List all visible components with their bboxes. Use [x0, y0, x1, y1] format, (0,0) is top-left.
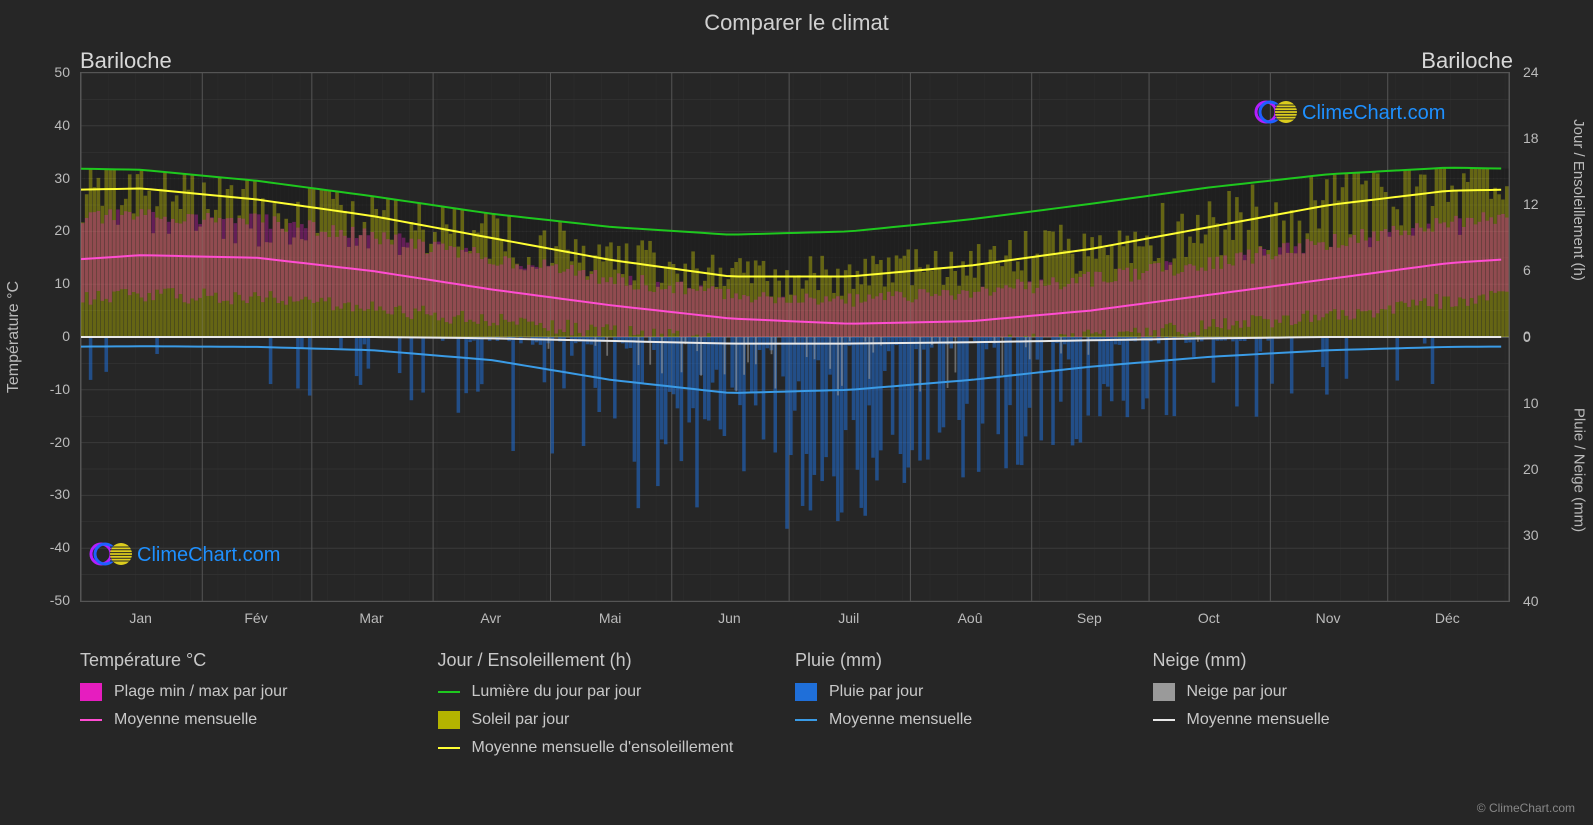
legend-swatch-box [438, 711, 460, 729]
y-tick-left: -50 [50, 592, 70, 608]
legend-item: Lumière du jour par jour [438, 683, 776, 701]
location-label-left: Bariloche [80, 48, 172, 74]
y-tick-right-top: 18 [1523, 130, 1539, 146]
legend-items: Neige par jour Moyenne mensuelle [1153, 683, 1491, 729]
legend-swatch-line [438, 691, 460, 693]
legend-item: Moyenne mensuelle [1153, 711, 1491, 729]
legend-label: Soleil par jour [472, 711, 570, 729]
x-tick-month: Jun [718, 610, 741, 626]
x-tick-month: Oct [1198, 610, 1220, 626]
y-tick-left: 10 [54, 275, 70, 291]
legend-item: Pluie par jour [795, 683, 1133, 701]
x-tick-month: Mar [359, 610, 383, 626]
legend-swatch-box [80, 683, 102, 701]
y-tick-right-top: 6 [1523, 262, 1531, 278]
legend-label: Moyenne mensuelle [1187, 711, 1330, 729]
x-tick-month: Jan [129, 610, 152, 626]
legend-item: Moyenne mensuelle [80, 711, 418, 729]
legend-col-snow: Neige (mm) Neige par jour Moyenne mensuel… [1153, 650, 1511, 767]
legend-label: Moyenne mensuelle d'ensoleillement [472, 739, 734, 757]
location-label-right: Bariloche [1421, 48, 1513, 74]
y-axis-left: 50403020100-10-20-30-40-50 [0, 72, 78, 602]
credit-text: © ClimeChart.com [1477, 801, 1575, 815]
legend-swatch-box [1153, 683, 1175, 701]
y-tick-right-bot: 0 [1523, 329, 1531, 345]
y-tick-right-bot: 40 [1523, 593, 1539, 609]
legend-col-rain: Pluie (mm) Pluie par jour Moyenne mensuel… [795, 650, 1153, 767]
legend-items: Plage min / max par jour Moyenne mensuell… [80, 683, 418, 729]
x-tick-month: Déc [1435, 610, 1460, 626]
legend-label: Pluie par jour [829, 683, 923, 701]
legend-title: Jour / Ensoleillement (h) [438, 650, 776, 671]
y-tick-left: 30 [54, 170, 70, 186]
y-tick-right-bot: 10 [1523, 395, 1539, 411]
y-tick-left: -20 [50, 434, 70, 450]
legend-swatch-line [795, 719, 817, 721]
svg-text:ClimeChart.com: ClimeChart.com [1302, 102, 1445, 124]
x-axis: Jan Fév Mar Avr Mai Jun Juil Aoû Sep Oct Nov Déc [80, 602, 1510, 632]
y-tick-left: -10 [50, 381, 70, 397]
svg-text:ClimeChart.com: ClimeChart.com [137, 544, 280, 566]
chart-container: Comparer le climat Bariloche Bariloche T… [0, 0, 1593, 825]
legend-col-daylight: Jour / Ensoleillement (h) Lumière du jou… [438, 650, 796, 767]
x-tick-month: Aoû [958, 610, 983, 626]
y-tick-left: -30 [50, 486, 70, 502]
y-tick-left: 20 [54, 222, 70, 238]
plot-area: ClimeChart.com ClimeChart.com [80, 72, 1510, 602]
y-tick-right-top: 24 [1523, 64, 1539, 80]
legend-col-temperature: Température °C Plage min / max par jour M… [80, 650, 438, 767]
y-tick-right-bot: 30 [1523, 527, 1539, 543]
legend-title: Neige (mm) [1153, 650, 1491, 671]
y-tick-left: 40 [54, 117, 70, 133]
legend-label: Neige par jour [1187, 683, 1288, 701]
legend: Température °C Plage min / max par jour M… [80, 650, 1510, 767]
legend-items: Pluie par jour Moyenne mensuelle [795, 683, 1133, 729]
x-tick-month: Juil [838, 610, 859, 626]
x-tick-month: Avr [480, 610, 501, 626]
y-tick-left: -40 [50, 539, 70, 555]
legend-label: Moyenne mensuelle [829, 711, 972, 729]
legend-label: Lumière du jour par jour [472, 683, 642, 701]
y-axis-right-top: 24181260 [1515, 72, 1593, 337]
y-tick-left: 0 [62, 328, 70, 344]
legend-title: Pluie (mm) [795, 650, 1133, 671]
legend-label: Moyenne mensuelle [114, 711, 257, 729]
legend-swatch-line [1153, 719, 1175, 721]
legend-item: Moyenne mensuelle d'ensoleillement [438, 739, 776, 757]
y-tick-right-bot: 20 [1523, 461, 1539, 477]
legend-item: Neige par jour [1153, 683, 1491, 701]
legend-item: Moyenne mensuelle [795, 711, 1133, 729]
x-tick-month: Nov [1316, 610, 1341, 626]
legend-swatch-line [80, 719, 102, 721]
plot-svg: ClimeChart.com ClimeChart.com [81, 73, 1509, 601]
y-axis-right-bot: 010203040 [1515, 337, 1593, 602]
y-tick-left: 50 [54, 64, 70, 80]
legend-items: Lumière du jour par jour Soleil par jour M… [438, 683, 776, 757]
x-tick-month: Fév [244, 610, 267, 626]
y-tick-right-top: 12 [1523, 196, 1539, 212]
x-tick-month: Sep [1077, 610, 1102, 626]
legend-label: Plage min / max par jour [114, 683, 287, 701]
legend-title: Température °C [80, 650, 418, 671]
legend-item: Soleil par jour [438, 711, 776, 729]
chart-title: Comparer le climat [0, 10, 1593, 36]
legend-swatch-box [795, 683, 817, 701]
legend-swatch-line [438, 747, 460, 749]
legend-item: Plage min / max par jour [80, 683, 418, 701]
x-tick-month: Mai [599, 610, 622, 626]
